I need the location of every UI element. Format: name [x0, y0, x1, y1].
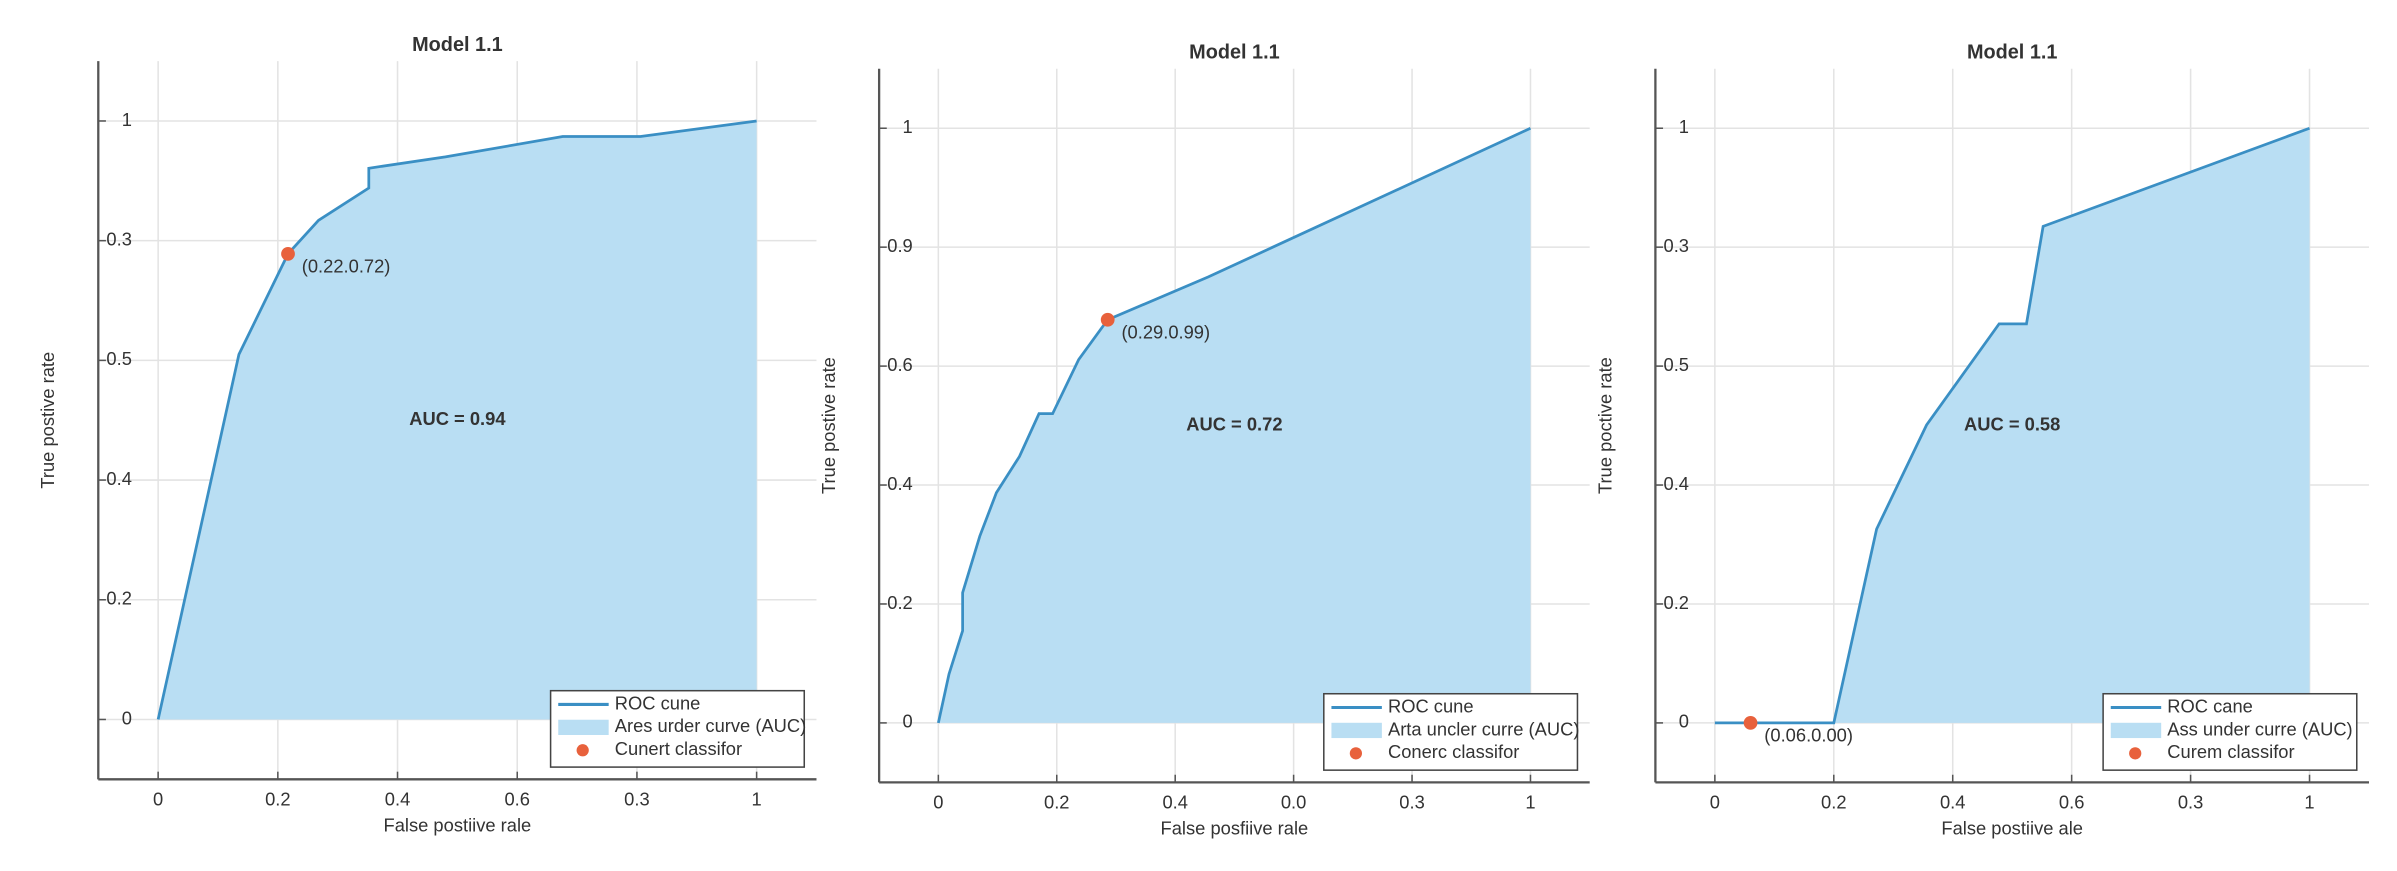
roc-line	[156, 119, 757, 720]
point-label: (0.29.0.99)	[1121, 321, 1210, 342]
y-tick-label: 1	[1679, 116, 1689, 137]
legend-label: ROC cane	[2167, 695, 2253, 716]
legend-swatch	[558, 719, 609, 736]
y-tick-label: 0.2	[887, 592, 912, 613]
legend-swatch	[2110, 722, 2162, 739]
x-tick-label: 1	[752, 789, 762, 810]
x-tick-label: 1	[2304, 792, 2314, 813]
auc-label: AUC = 0.94	[409, 408, 506, 429]
legend-label: Conerc classifor	[1388, 741, 1519, 762]
x-axis-label: False postiive ale	[1941, 818, 2083, 839]
legend-label: Ass under curre (AUC)	[2167, 718, 2352, 739]
legend-label: Curem classifor	[2167, 741, 2294, 762]
roc-line	[1714, 126, 2311, 725]
y-tick-label: 0	[903, 711, 913, 732]
x-tick-label: 0	[153, 789, 163, 810]
y-axis-label: True poctive rate	[1594, 357, 1615, 494]
x-tick-label: 0.6	[504, 789, 529, 810]
y-tick-label: 0.6	[887, 354, 912, 375]
legend-swatch	[2129, 747, 2142, 760]
legend-label: Ares urder curve (AUC)	[615, 715, 806, 736]
chart-title: Model 1.1	[412, 34, 503, 56]
x-tick-label: 0.3	[2178, 792, 2203, 813]
auc-label: AUC = 0.58	[1964, 413, 2060, 434]
x-axis-label: False postiive rale	[384, 815, 532, 836]
roc-chart: 0 0.2 0.4 0.5 0.3 1 0 0.2 0.4 0.6 0.3 1 (0.06.0.00) A…	[1594, 42, 2370, 839]
legend-swatch	[1331, 722, 1382, 739]
x-tick-label: 0.3	[1399, 792, 1424, 813]
point-label: (0.06.0.00)	[1764, 725, 1853, 746]
auc-label: AUC = 0.72	[1186, 413, 1282, 434]
roc-chart: 0 0.2 0.4 0.6 0.9 1 0 0.2 0.4 0.0 0.3 1 (0.29.0.99) A…	[818, 42, 1590, 839]
y-tick-label: 0.2	[1664, 592, 1689, 613]
x-tick-label: 0.4	[1940, 792, 1965, 813]
x-tick-label: 0.4	[1162, 792, 1187, 813]
y-tick-label: 0.3	[106, 229, 131, 250]
y-tick-label: 0.5	[1664, 354, 1689, 375]
legend-swatch	[576, 744, 589, 757]
y-tick-label: 0.4	[1664, 473, 1689, 494]
auc-area	[158, 120, 757, 720]
roc-chart: 0 0.2 0.4 0.5 0.3 1 0 0.2 0.4 0.6 0.3 1 (0.22.0.72) A…	[37, 34, 817, 836]
y-tick-label: 0.4	[106, 468, 131, 489]
y-tick-label: 0.4	[887, 473, 912, 494]
legend-label: Cunert classifor	[615, 738, 742, 759]
classifier-point	[1100, 312, 1115, 327]
y-tick-label: 0	[122, 707, 132, 728]
x-axis-label: False posfiive rale	[1161, 818, 1309, 839]
y-tick-label: 0.3	[1664, 235, 1689, 256]
x-tick-label: 0.2	[1821, 792, 1846, 813]
x-tick-label: 0.4	[385, 789, 410, 810]
y-tick-label: 1	[903, 116, 913, 137]
chart-title: Model 1.1	[1967, 42, 2058, 64]
x-tick-label: 0.6	[2059, 792, 2084, 813]
auc-area	[938, 128, 1531, 723]
x-tick-label: 0.2	[265, 789, 290, 810]
x-tick-label: 0	[933, 792, 943, 813]
y-axis-label: True postive rate	[37, 352, 58, 489]
legend-swatch	[1349, 747, 1363, 760]
legend-label: Arta uncler curre (AUC)	[1388, 718, 1579, 739]
y-tick-label: 0	[1679, 711, 1689, 732]
y-tick-label: 0.9	[887, 235, 912, 256]
auc-area	[1714, 128, 2310, 723]
y-tick-label: 0.2	[106, 588, 131, 609]
x-tick-label: 0.2	[1044, 792, 1069, 813]
legend-label: ROC cune	[1388, 695, 1474, 716]
y-tick-label: 0.5	[106, 348, 131, 369]
x-tick-label: 0.0	[1281, 792, 1306, 813]
y-axis-label: True postive rate	[818, 357, 839, 494]
x-tick-label: 0.3	[624, 789, 649, 810]
x-tick-label: 0	[1710, 792, 1720, 813]
classifier-point	[281, 246, 295, 261]
y-tick-label: 1	[122, 109, 132, 130]
x-tick-label: 1	[1525, 792, 1535, 813]
classifier-point	[1743, 716, 1758, 730]
chart-title: Model 1.1	[1189, 42, 1280, 64]
point-label: (0.22.0.72)	[302, 255, 391, 276]
legend-label: ROC cune	[615, 692, 701, 713]
